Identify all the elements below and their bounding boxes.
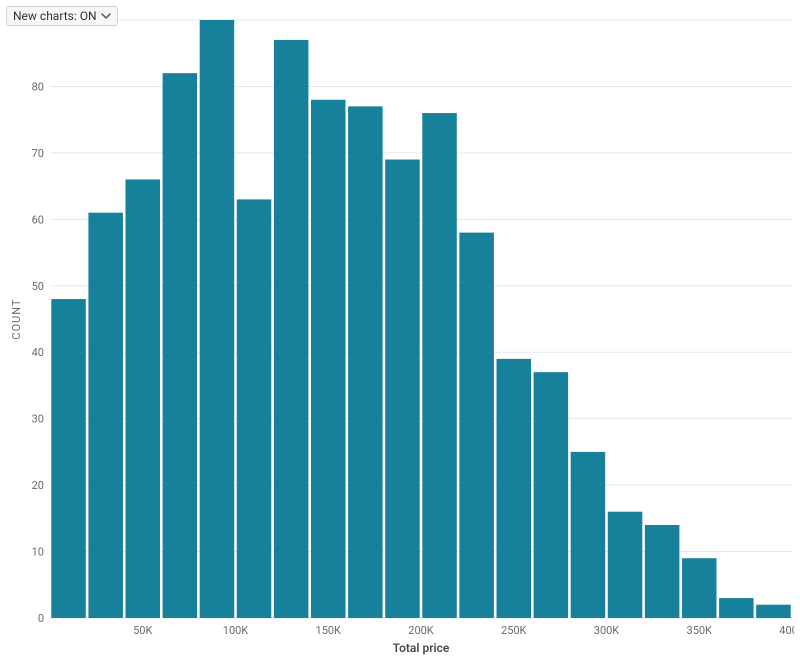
histogram-bar	[756, 605, 791, 618]
chart-container: 010203040506070809050K100K150K200K250K30…	[6, 6, 794, 655]
y-axis-title: COUNT	[10, 298, 23, 339]
histogram-bar	[163, 73, 198, 618]
new-charts-toggle[interactable]: New charts: ON	[6, 6, 118, 26]
svg-text:250K: 250K	[501, 624, 527, 637]
histogram-bar	[200, 20, 235, 618]
histogram-bar	[274, 40, 309, 618]
histogram-bar	[719, 598, 754, 618]
histogram-bar	[682, 558, 717, 618]
histogram-bar	[534, 372, 569, 618]
histogram-bar	[51, 299, 86, 618]
svg-text:50: 50	[32, 280, 44, 293]
svg-text:0: 0	[38, 612, 44, 625]
toggle-label: New charts: ON	[13, 9, 97, 23]
chevron-down-icon	[101, 11, 111, 21]
svg-text:100K: 100K	[223, 624, 249, 637]
histogram-bar	[571, 452, 606, 618]
svg-text:10: 10	[32, 546, 44, 559]
histogram-bar	[497, 359, 532, 618]
svg-text:40: 40	[32, 346, 44, 359]
histogram-bar	[645, 525, 680, 618]
histogram-bar	[126, 179, 161, 618]
histogram-bar	[422, 113, 457, 618]
histogram-bar	[459, 233, 494, 618]
histogram-chart: 010203040506070809050K100K150K200K250K30…	[6, 6, 794, 655]
histogram-bar	[237, 199, 271, 618]
histogram-bar	[88, 213, 123, 618]
svg-text:20: 20	[32, 479, 44, 492]
histogram-bar	[311, 100, 346, 618]
svg-text:150K: 150K	[316, 624, 342, 637]
svg-text:400K: 400K	[779, 624, 794, 637]
svg-text:80: 80	[32, 80, 44, 93]
svg-text:200K: 200K	[408, 624, 434, 637]
histogram-bar	[348, 106, 383, 618]
svg-text:300K: 300K	[594, 624, 620, 637]
svg-text:350K: 350K	[687, 624, 713, 637]
histogram-bar	[608, 512, 643, 618]
svg-text:50K: 50K	[133, 624, 152, 637]
svg-text:70: 70	[32, 147, 44, 160]
svg-text:60: 60	[32, 213, 44, 226]
x-axis-title: Total price	[393, 641, 450, 655]
svg-text:30: 30	[32, 413, 44, 426]
histogram-bar	[385, 160, 420, 618]
